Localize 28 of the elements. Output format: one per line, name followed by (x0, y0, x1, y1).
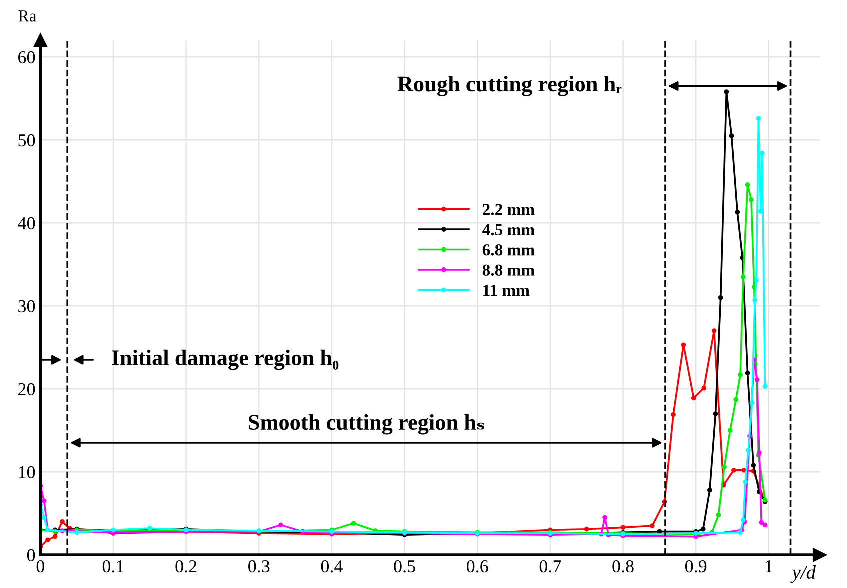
y-tick-label: 40 (18, 217, 36, 230)
y-tick-label: 20 (18, 383, 36, 396)
y-tick-label: 0 (27, 549, 36, 562)
y-tick-label: 60 (18, 51, 36, 64)
x-tick-label: 0.1 (102, 560, 124, 573)
x-tick-label: 0.4 (321, 560, 343, 573)
legend-label: 4.5 mm (482, 224, 535, 236)
x-axis-title: y/d (790, 565, 816, 584)
legend-label: 8.8 mm (482, 264, 535, 276)
y-tick-label: 30 (18, 300, 36, 313)
y-axis-title: Ra (18, 10, 37, 22)
x-tick-label: 1 (766, 560, 772, 572)
x-tick-label: 0.9 (685, 560, 707, 573)
x-tick-label: 0.3 (248, 560, 270, 573)
x-tick-label: 0.8 (612, 560, 634, 573)
y-tick-label: 50 (18, 134, 36, 147)
legend-label: 2.2 mm (483, 204, 535, 216)
x-tick-label: 0 (36, 560, 44, 573)
y-tick-label: 10 (19, 466, 36, 479)
annotation: Initial damage region h₀ (112, 350, 339, 370)
x-tick-label: 0.2 (176, 560, 197, 573)
x-tick-label: 0.6 (467, 560, 488, 573)
x-tick-label: 0.7 (540, 560, 562, 573)
x-tick-label: 0.5 (394, 560, 416, 573)
legend-label: 11 mm (484, 285, 530, 296)
legend-label: 6.8 mm (482, 244, 535, 256)
annotation: Smooth cutting region hₛ (249, 414, 484, 435)
annotation: Rough cutting region hᵣ (398, 76, 622, 96)
